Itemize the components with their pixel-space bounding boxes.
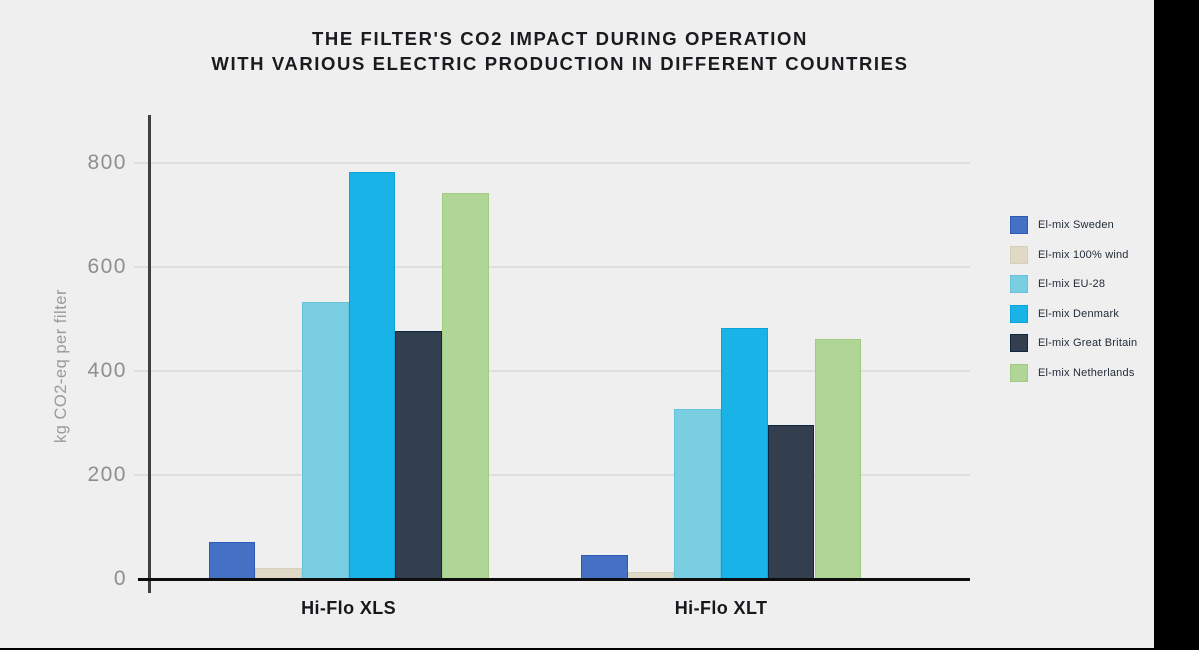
bottom-black-edge [0,648,1199,650]
legend-item-el-mix-100-wind: El-mix 100% wind [1010,245,1154,264]
legend-label: El-mix EU-28 [1038,278,1106,291]
legend-item-el-mix-great-britain: El-mix Great Britain [1010,334,1154,353]
y-tick-label-0: 0 [113,567,127,590]
legend-swatch [1010,363,1028,382]
bar-hi-flo-xls-el-mix-100-wind [255,567,302,578]
chart-title: THE FILTER'S CO2 IMPACT DURING OPERATION… [60,26,1060,76]
bar-hi-flo-xls-el-mix-eu-28 [301,302,349,578]
legend-item-el-mix-sweden: El-mix Sweden [1010,216,1154,234]
legend-swatch [1010,334,1028,353]
legend-label: El-mix Denmark [1038,307,1120,320]
bar-hi-flo-xlt-el-mix-eu-28 [674,409,722,578]
category-label-hi-flo-xls: Hi-Flo XLS [301,598,397,618]
y-axis-line [148,115,151,593]
legend-label: El-mix Sweden [1038,219,1114,231]
gridline-400 [134,370,970,372]
legend-swatch [1010,216,1028,234]
plot-area [149,115,970,578]
bar-hi-flo-xlt-el-mix-sweden [581,554,628,578]
legend-label: El-mix Great Britain [1038,337,1138,350]
legend-item-el-mix-denmark: El-mix Denmark [1010,304,1154,323]
legend-label: El-mix 100% wind [1038,248,1129,261]
gridline-600 [134,266,970,268]
right-black-band [1154,0,1199,650]
gridline-200 [134,474,970,476]
x-axis-line [138,578,970,581]
y-tick-label-200: 200 [87,463,127,486]
bar-hi-flo-xls-el-mix-netherlands [442,193,489,578]
legend-swatch [1010,304,1028,323]
legend-swatch [1010,245,1028,264]
bar-hi-flo-xlt-el-mix-great-britain [767,424,815,578]
y-tick-label-400: 400 [87,359,127,382]
bar-hi-flo-xlt-el-mix-100-wind [627,571,675,578]
chart-title-line-2: WITH VARIOUS ELECTRIC PRODUCTION IN DIFF… [211,53,909,74]
category-label-hi-flo-xlt: Hi-Flo XLT [674,598,768,618]
y-tick-label-800: 800 [87,151,127,174]
bar-hi-flo-xls-el-mix-sweden [208,541,256,578]
bar-hi-flo-xlt-el-mix-netherlands [814,338,862,578]
bar-hi-flo-xls-el-mix-great-britain [395,331,442,578]
chart-title-line-1: THE FILTER'S CO2 IMPACT DURING OPERATION [312,28,808,49]
gridline-800 [134,162,970,164]
legend-item-el-mix-netherlands: El-mix Netherlands [1010,363,1154,382]
bar-hi-flo-xlt-el-mix-denmark [721,328,768,578]
bar-hi-flo-xls-el-mix-denmark [348,172,396,578]
y-tick-label-600: 600 [87,255,127,278]
legend: El-mix Sweden El-mix 100% wind El-mix EU-2… [1010,216,1154,394]
legend-label: El-mix Netherlands [1038,366,1135,379]
legend-swatch [1010,275,1028,294]
legend-item-el-mix-eu-28: El-mix EU-28 [1010,275,1154,294]
